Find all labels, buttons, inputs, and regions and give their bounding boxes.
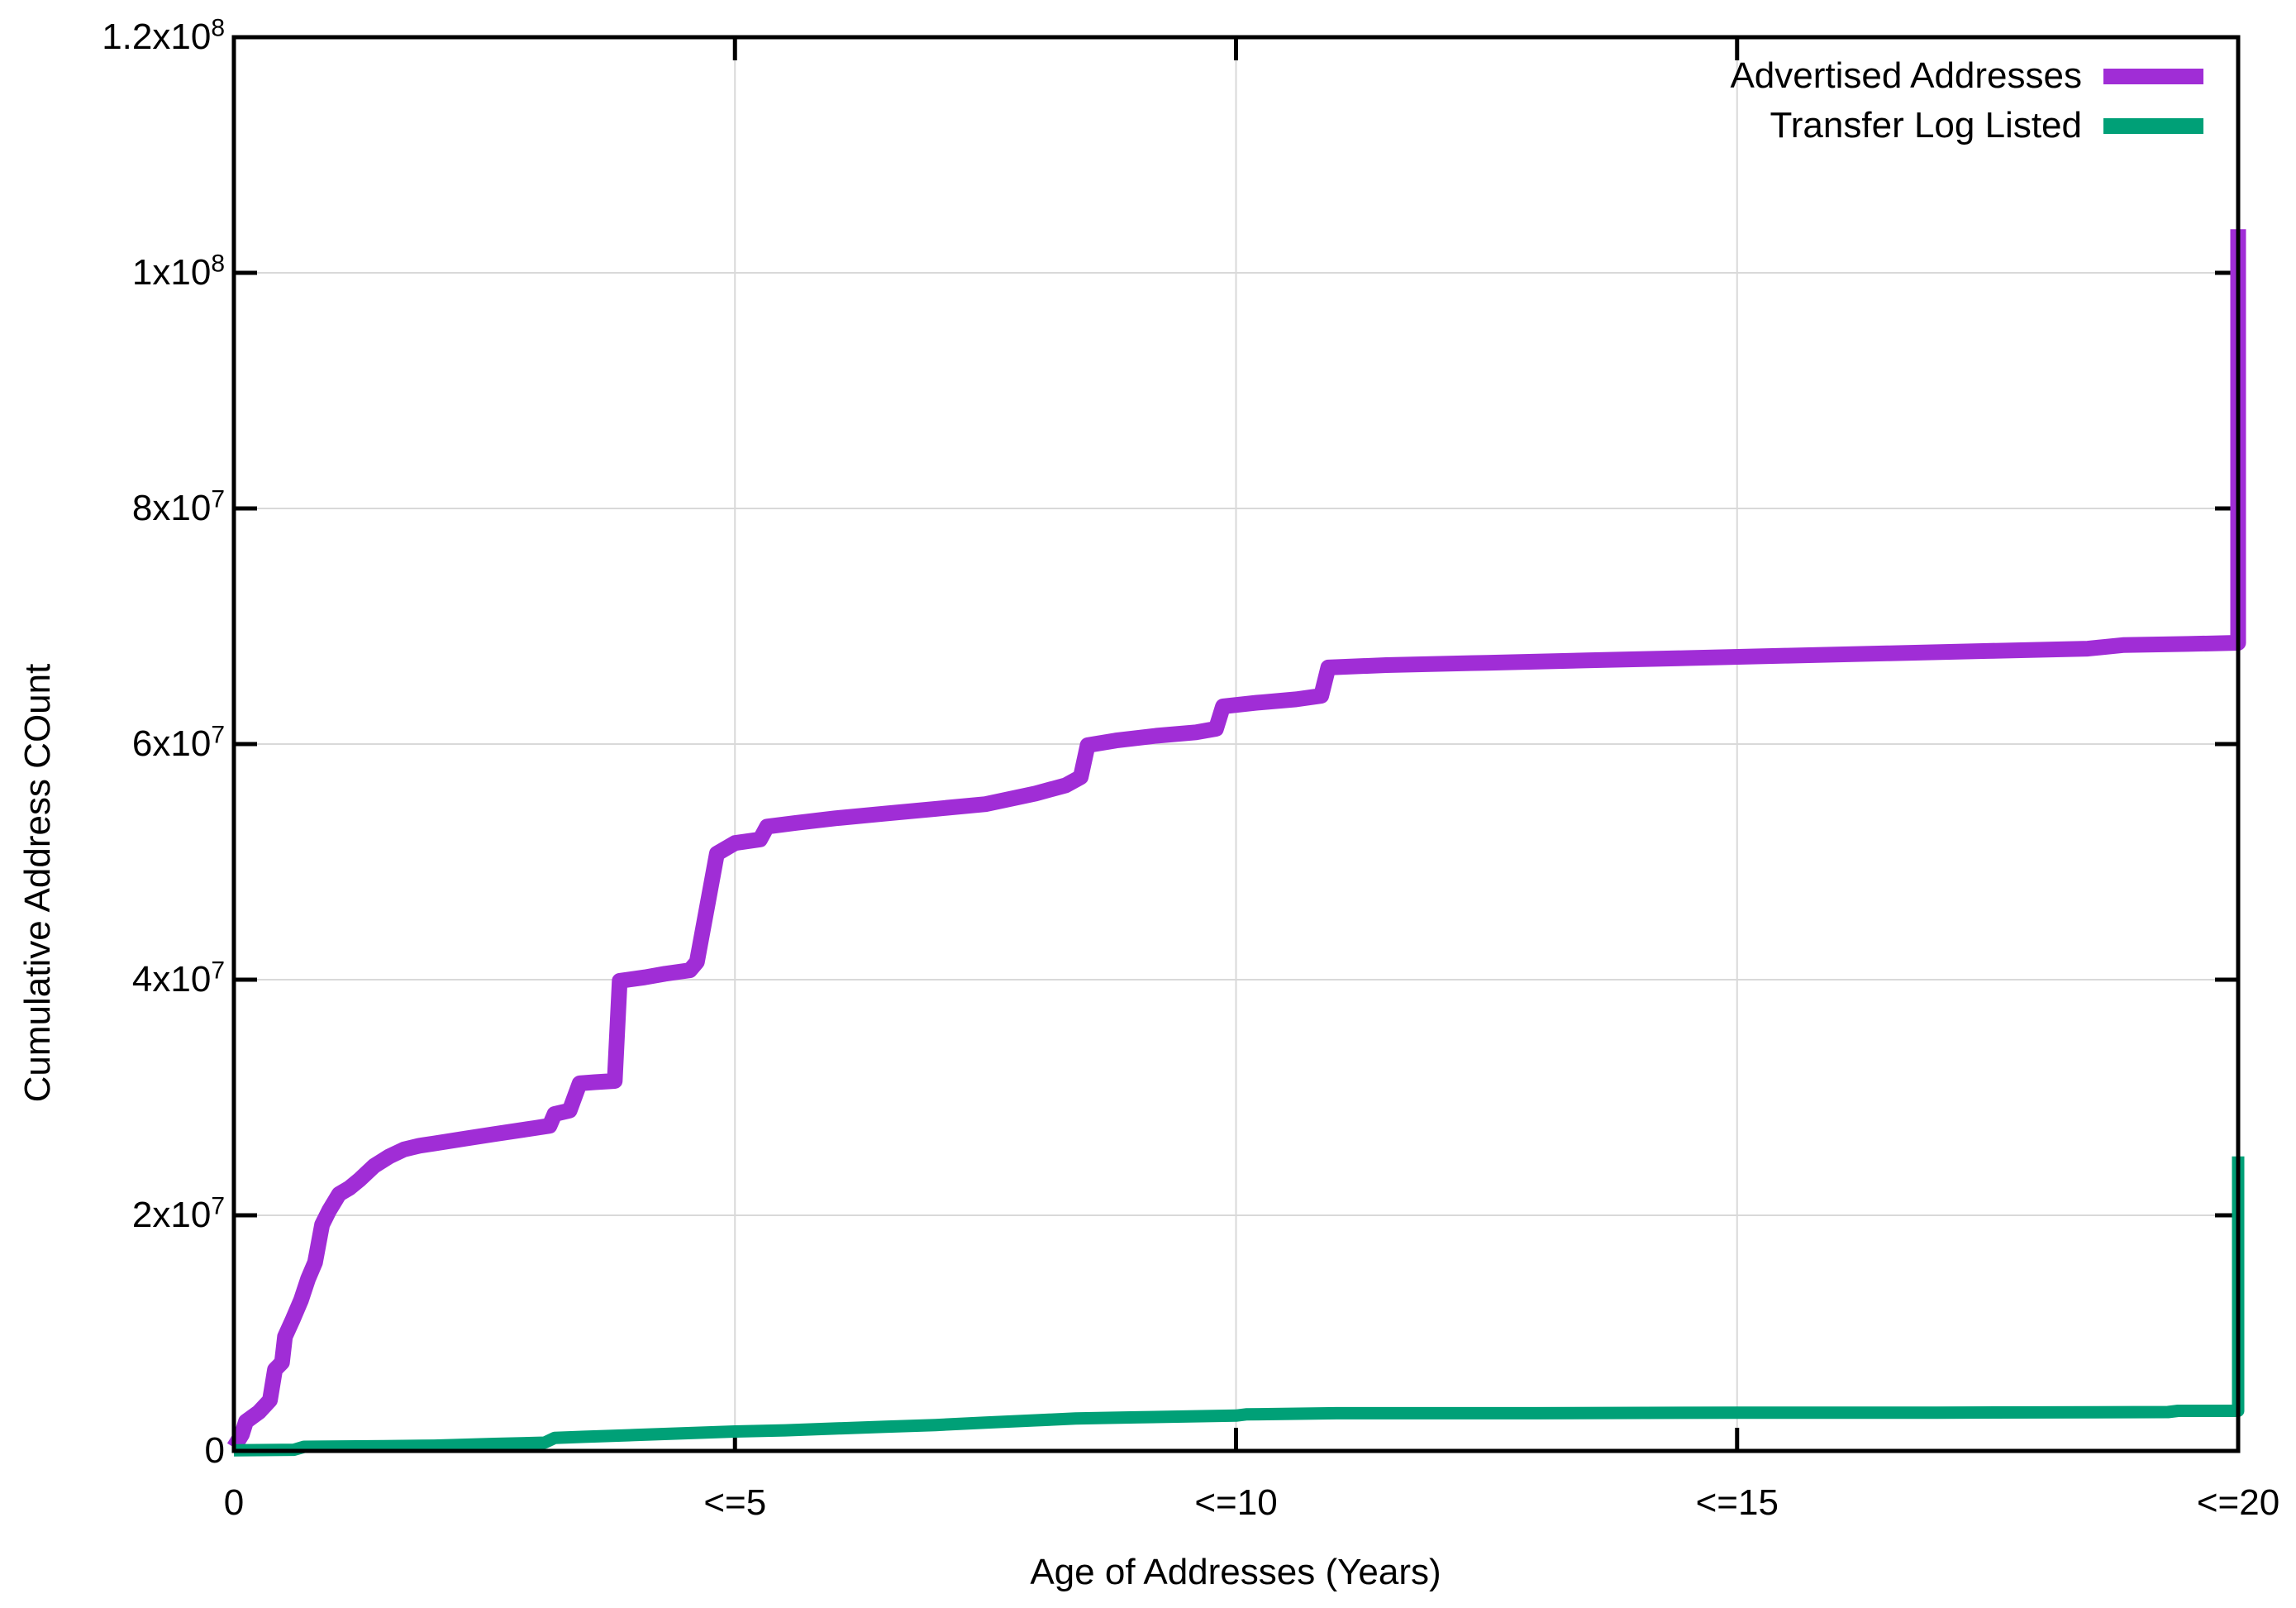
legend-row: Transfer Log Listed xyxy=(1770,104,2203,147)
legend-line-swatch xyxy=(2103,68,2203,84)
series-line-advertised-addresses xyxy=(226,229,2246,1452)
series-line-transfer-log-listed xyxy=(233,1156,2245,1457)
y-tick-label: 0 xyxy=(204,1430,225,1471)
x-tick-label: <=5 xyxy=(703,1482,767,1523)
y-tick-label: 4x107 xyxy=(131,957,225,1000)
gridlines xyxy=(234,37,2238,1451)
y-tick-label: 1.2x108 xyxy=(102,14,225,57)
y-tick-label: 2x107 xyxy=(131,1192,225,1235)
y-tick-label: 8x107 xyxy=(131,485,225,528)
data-series xyxy=(226,229,2246,1457)
y-tick-label: 6x107 xyxy=(131,721,225,764)
legend-row: Advertised Addresses xyxy=(1730,55,2203,98)
x-tick-label: 0 xyxy=(223,1482,245,1523)
x-tick-label: <=10 xyxy=(1194,1482,1278,1523)
legend-line-swatch xyxy=(2103,117,2203,134)
plot-border xyxy=(231,35,2241,1453)
border-rect xyxy=(231,35,2241,1453)
x-tick-label: <=20 xyxy=(2196,1482,2280,1523)
x-tick-label: <=15 xyxy=(1695,1482,1779,1523)
y-axis-title: Cumulative Address COunt xyxy=(17,663,58,1103)
legend: Advertised Addresses Transfer Log Listed xyxy=(1730,55,2203,147)
x-axis-title: Age of Addresses (Years) xyxy=(1030,1552,1441,1592)
y-tick-label: 1x108 xyxy=(131,250,225,293)
legend-label: Transfer Log Listed xyxy=(1770,105,2082,146)
legend-label: Advertised Addresses xyxy=(1730,55,2082,96)
